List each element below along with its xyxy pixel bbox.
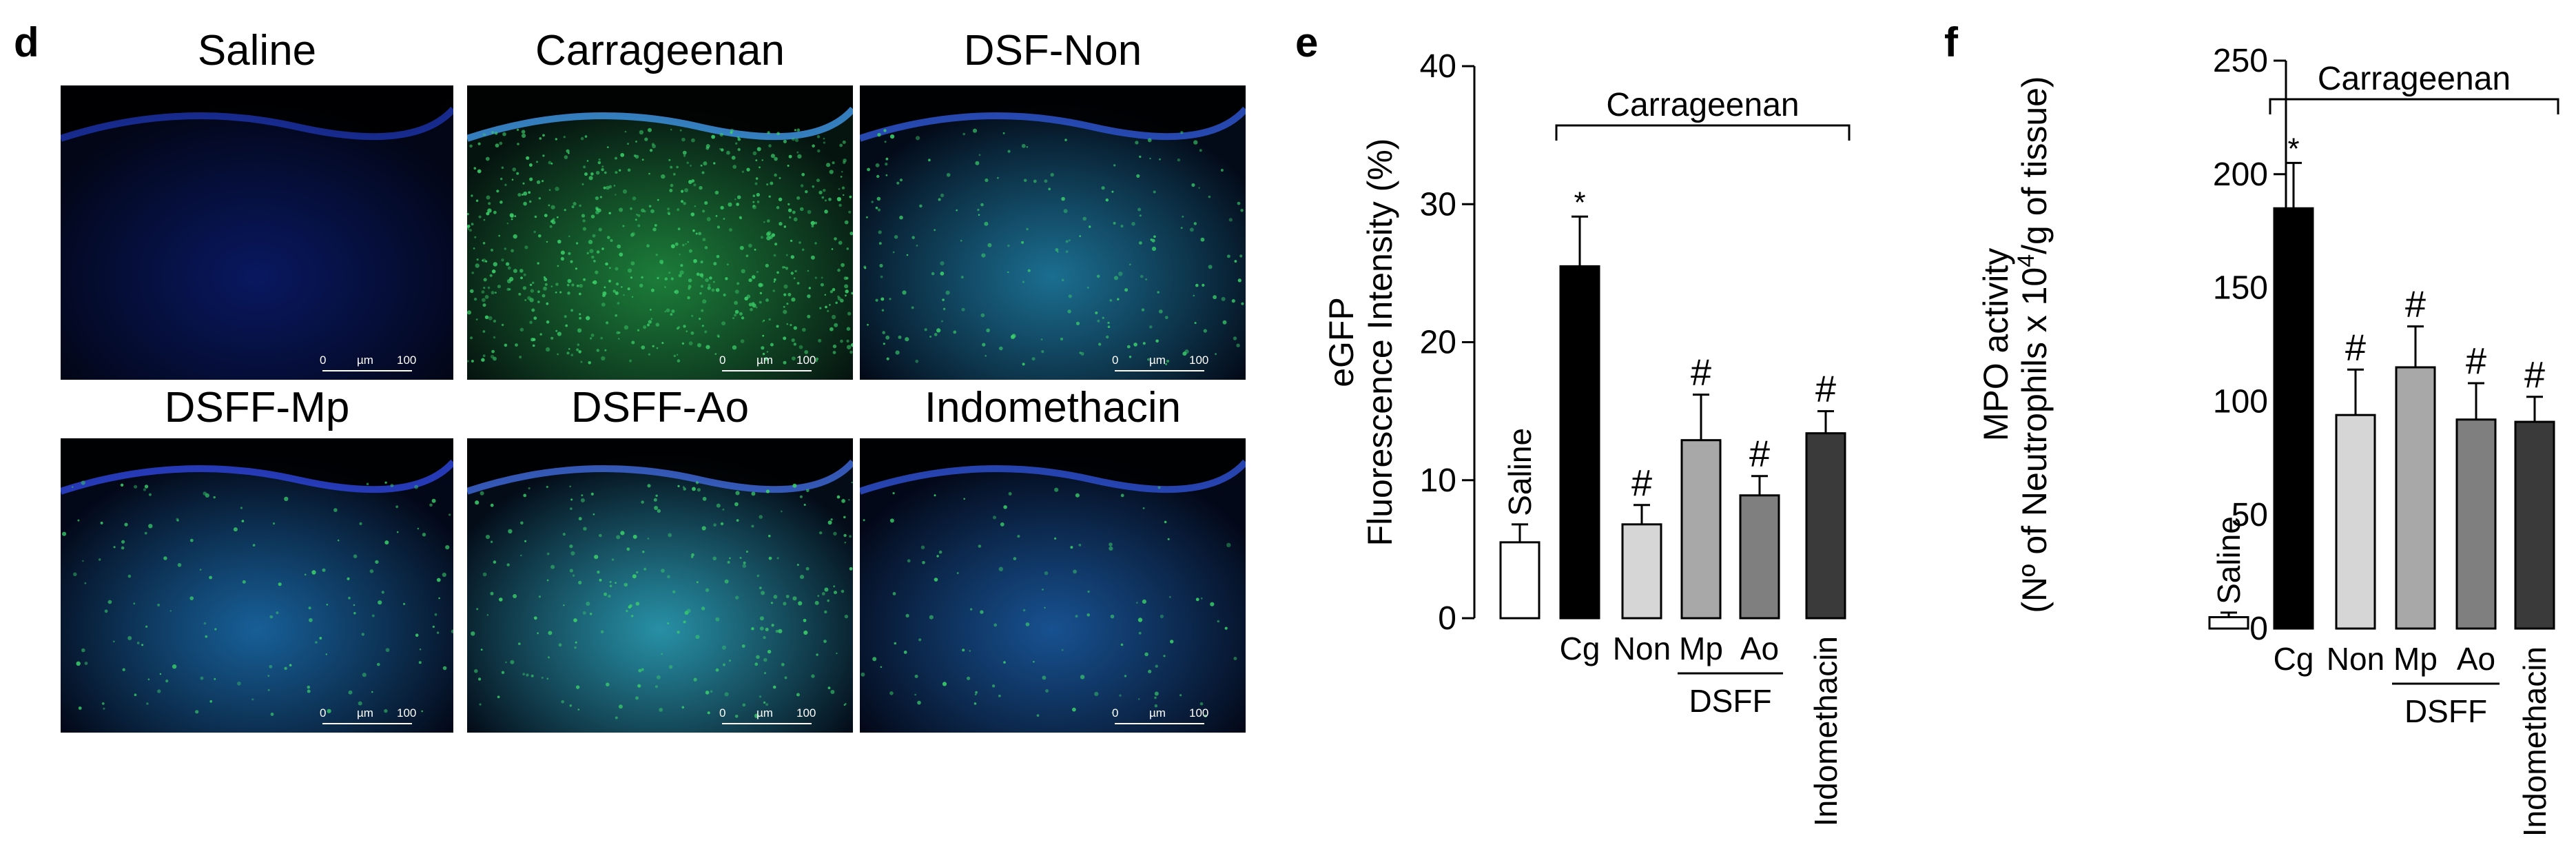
y-axis-label-line1: MPO activity — [1977, 248, 2015, 442]
scale-value: 100 — [1189, 354, 1209, 367]
category-label: Saline — [1502, 428, 1538, 516]
chart-e: 0 10 20 30 40 eGFP Fluorescence Intensity (%) *… — [1322, 48, 1851, 826]
bar — [1805, 432, 1846, 620]
category-label: Mp — [2393, 641, 2438, 677]
significance-mark: # — [1749, 434, 1770, 475]
scale-value: 100 — [397, 706, 417, 720]
scale-zero: 0 — [1112, 706, 1119, 720]
y-axis-label: MPO activity (Nº of Neutrophils x 104/g o… — [1977, 76, 2054, 613]
bracket-label: Carrageenan — [2318, 61, 2511, 97]
category-label: Cg — [1560, 631, 1600, 666]
bar — [1621, 523, 1662, 620]
scale-bar — [722, 723, 812, 724]
y-tick-label: 50 — [2232, 497, 2268, 533]
significance-mark: # — [1691, 352, 1711, 394]
y-tick-label: 100 — [2213, 383, 2268, 420]
micrograph-image: 0 µm 100 — [467, 438, 853, 733]
significance-mark: * — [1574, 185, 1585, 219]
panel-label-f: f — [1944, 19, 1958, 65]
significance-mark: # — [2466, 340, 2486, 382]
group-label: DSFF — [2404, 693, 2487, 729]
scale-unit: µm — [756, 706, 773, 720]
micrograph-title: Saline — [197, 27, 317, 74]
y-tick-label: 0 — [1438, 600, 1456, 637]
micrograph-image: 0 µm 100 — [467, 85, 853, 380]
bar — [2455, 418, 2497, 630]
y-tick-label: 200 — [2213, 156, 2268, 193]
category-label: Ao — [1740, 631, 1779, 666]
micrograph-title: DSFF-Ao — [570, 384, 750, 431]
y-tick-label: 30 — [1420, 186, 1456, 223]
scale-bar — [1115, 723, 1204, 724]
bar — [1559, 265, 1600, 620]
scale-bar — [722, 370, 812, 371]
micrograph-title: DSF-Non — [963, 27, 1142, 74]
group-label: DSFF — [1689, 683, 1771, 719]
significance-mark: # — [1631, 462, 1652, 504]
panel-label-e: e — [1295, 19, 1319, 65]
significance-mark: # — [1815, 369, 1836, 410]
scale-value: 100 — [796, 354, 816, 367]
category-label: Indomethacin — [2517, 646, 2553, 837]
category-label: Non — [1613, 631, 1671, 666]
y-tick-label: 40 — [1420, 48, 1456, 85]
scale-value: 100 — [397, 354, 417, 367]
scale-zero: 0 — [719, 354, 726, 367]
bar — [1739, 494, 1780, 620]
significance-mark: # — [2405, 284, 2426, 325]
micrograph-title: Carrageenan — [535, 27, 785, 74]
y-tick-label: 0 — [2249, 611, 2268, 647]
category-label: Non — [2327, 641, 2384, 677]
scale-value: 100 — [796, 706, 816, 720]
micrograph-title: DSFF-Mp — [164, 384, 350, 431]
category-label: Indomethacin — [1808, 636, 1844, 826]
scale-bar — [1115, 370, 1204, 371]
scale-value: 100 — [1189, 706, 1209, 720]
category-label: Mp — [1679, 631, 1723, 666]
scale-bar — [322, 370, 412, 371]
y-tick-label: 20 — [1420, 325, 1456, 361]
scale-zero: 0 — [320, 706, 327, 720]
scale-bar — [322, 723, 412, 724]
scale-zero: 0 — [1112, 354, 1119, 367]
significance-mark: # — [2345, 327, 2366, 368]
bar — [2514, 420, 2555, 630]
bar — [2395, 366, 2436, 630]
y-axis-label-line2: Fluorescence Intensity (%) — [1361, 139, 1399, 547]
bracket-label: Carrageenan — [1606, 87, 1799, 123]
y-tick-label: 150 — [2213, 270, 2268, 307]
micrograph-image: 0 µm 100 — [61, 438, 453, 733]
scale-unit: µm — [1149, 354, 1166, 367]
significance-mark: # — [2524, 354, 2545, 396]
micrograph-image: 0 µm 100 — [860, 438, 1246, 733]
scale-unit: µm — [357, 706, 373, 720]
y-tick-label: 250 — [2213, 43, 2268, 79]
scale-unit: µm — [756, 354, 773, 367]
bar — [2273, 207, 2314, 630]
bar — [2335, 414, 2376, 630]
micrograph-title: Indomethacin — [924, 384, 1182, 431]
bar — [2208, 616, 2249, 630]
bracket-line — [1555, 124, 1851, 141]
significance-mark: * — [2287, 132, 2299, 165]
micrograph-image: 0 µm 100 — [860, 85, 1246, 380]
panel-label-d: d — [14, 19, 39, 65]
scale-unit: µm — [357, 354, 373, 367]
y-tick-label: 10 — [1420, 462, 1456, 499]
bar — [1499, 541, 1541, 620]
y-axis-label-line2: (Nº of Neutrophils x 104/g of tissue) — [2013, 76, 2054, 613]
micrograph-image: 0 µm 100 — [61, 85, 453, 380]
scale-unit: µm — [1149, 706, 1166, 720]
bracket-line — [2269, 98, 2559, 114]
category-label: Cg — [2274, 641, 2314, 677]
y-axis-label: eGFP Fluorescence Intensity (%) — [1322, 139, 1399, 547]
scale-zero: 0 — [320, 354, 327, 367]
category-label: Saline — [2211, 516, 2247, 604]
y-axis-label-line1: eGFP — [1322, 297, 1361, 387]
scale-zero: 0 — [719, 706, 726, 720]
bar — [1680, 439, 1722, 620]
chart-f: 0 50 100 150 200 250 MPO activity (Nº of Neutro… — [1977, 43, 2559, 837]
category-label: Ao — [2457, 641, 2495, 677]
